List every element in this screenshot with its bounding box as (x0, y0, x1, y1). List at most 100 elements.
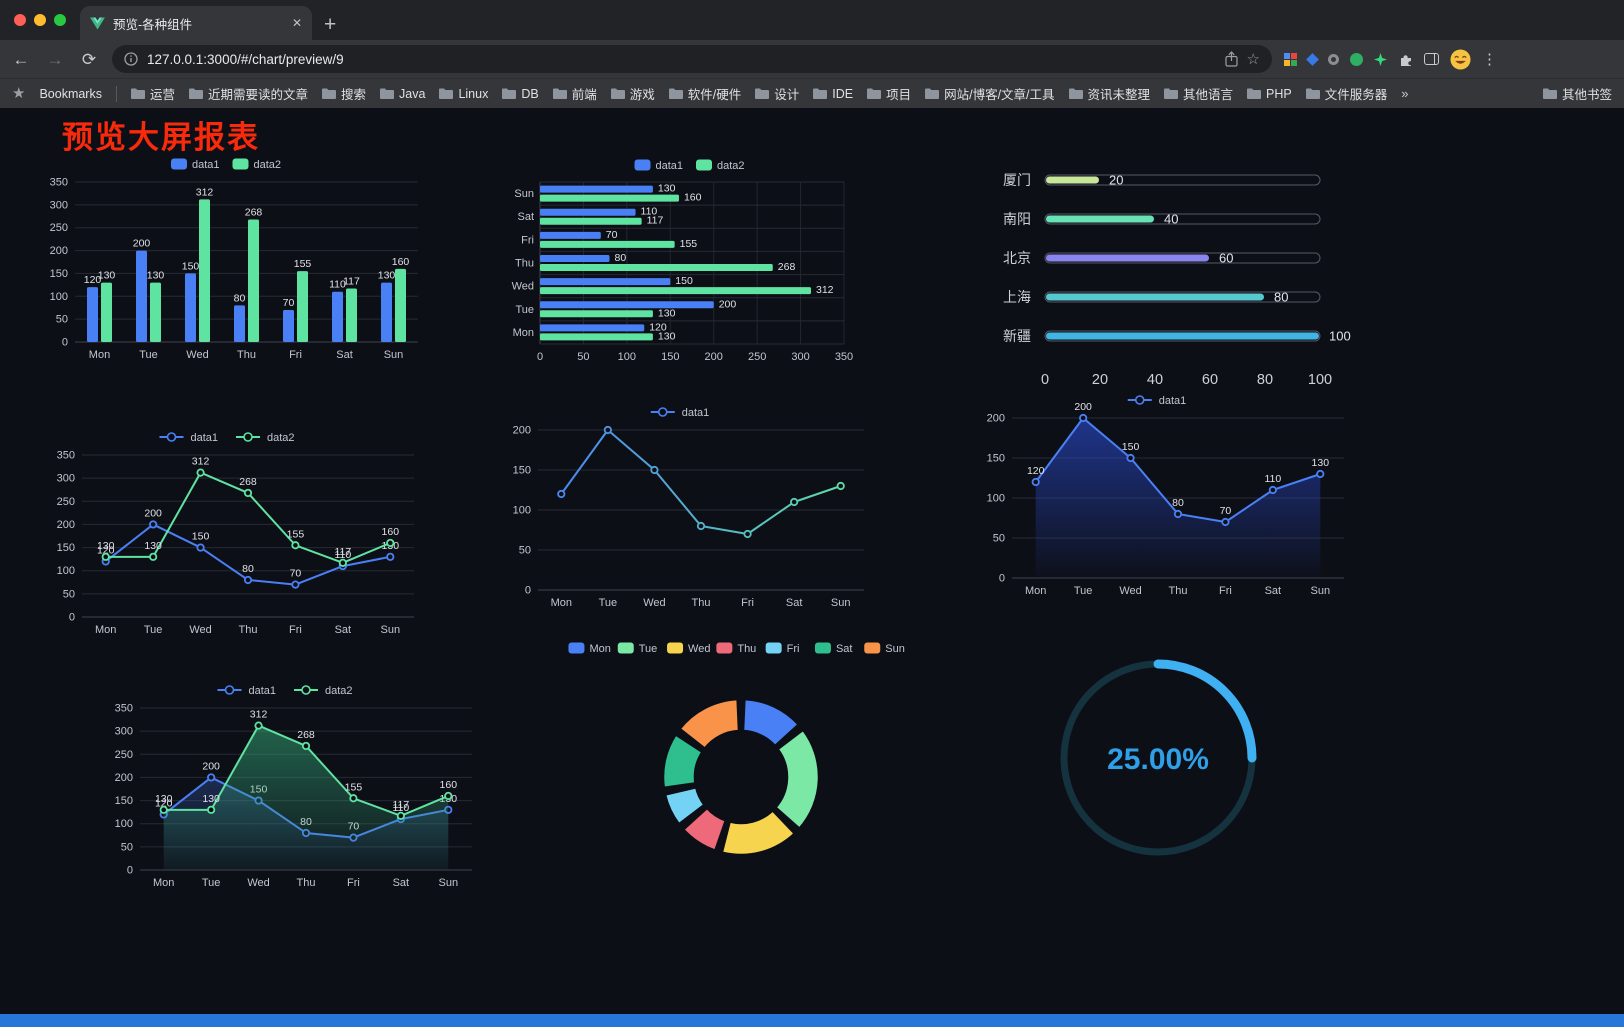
back-button[interactable]: ← (12, 49, 30, 69)
svg-text:80: 80 (242, 563, 254, 575)
city-progress-bar-chart[interactable]: 厦门 20 南阳 40 北京 60 上海 80 新疆 100 0 20 40 60 80 100 (975, 154, 1375, 396)
donut-pie-chart[interactable]: Mon Tue Wed Thu Fri Sat Sun (552, 634, 930, 874)
bookmarks-label[interactable]: Bookmarks (39, 86, 102, 101)
svg-text:Mon: Mon (153, 877, 174, 889)
bookmark-folder[interactable]: 运营 (130, 84, 175, 103)
svg-text:Sun: Sun (514, 188, 534, 200)
svg-text:Wed: Wed (189, 624, 211, 636)
profile-avatar[interactable] (1450, 48, 1471, 70)
bookmark-folder[interactable]: 前端 (552, 84, 597, 103)
svg-text:Wed: Wed (1119, 585, 1141, 597)
bookmark-folder[interactable]: 网站/博客/文章/工具 (925, 84, 1055, 103)
extension-grid-icon[interactable] (1284, 52, 1297, 66)
bookmark-star-icon[interactable]: ☆ (1246, 50, 1260, 68)
bookmark-folder[interactable]: 其他语言 (1164, 84, 1233, 103)
svg-text:Mon: Mon (589, 643, 610, 655)
svg-text:110: 110 (329, 279, 346, 291)
other-bookmarks-button[interactable]: 其他书签 (1542, 84, 1612, 103)
svg-text:Mon: Mon (513, 327, 534, 339)
site-info-icon[interactable] (124, 52, 138, 66)
bookmark-folder[interactable]: 设计 (755, 84, 799, 103)
extension-ring-icon[interactable] (1328, 53, 1339, 65)
bookmark-folder[interactable]: Linux (439, 87, 488, 101)
svg-text:350: 350 (50, 177, 68, 189)
horizontal-bar-chart[interactable]: 0 50 100 150 200 250 300 350 Sun 130 160 Sat 110 117 F… (500, 152, 892, 372)
svg-text:130: 130 (147, 270, 165, 282)
bookmark-folder[interactable]: 资讯未整理 (1068, 84, 1150, 103)
svg-text:Fri: Fri (787, 643, 800, 655)
bookmarks-overflow-chevron[interactable]: » (1401, 86, 1409, 101)
percentage-gauge-chart[interactable]: 25.00% (1038, 646, 1278, 876)
svg-text:Sun: Sun (380, 624, 400, 636)
svg-text:Fri: Fri (289, 349, 302, 361)
extension-star-icon[interactable] (1374, 52, 1387, 66)
stacked-area-line-chart[interactable]: 0 50 100 150 200 250 300 350 Mon Tue Wed Thu Fri Sat S… (100, 676, 488, 898)
bookmark-folder[interactable]: 游戏 (610, 84, 655, 103)
svg-text:200: 200 (202, 760, 220, 772)
bookmark-folder[interactable]: DB (502, 87, 539, 101)
svg-text:Sat: Sat (336, 349, 353, 361)
svg-text:50: 50 (121, 841, 133, 853)
forward-button[interactable]: → (46, 49, 64, 69)
svg-text:300: 300 (791, 351, 809, 363)
svg-text:80: 80 (234, 292, 246, 304)
share-icon[interactable] (1224, 51, 1238, 67)
puzzle-icon[interactable] (1398, 52, 1413, 67)
folder-icon (668, 88, 683, 99)
svg-text:155: 155 (680, 238, 698, 250)
bookmark-folder[interactable]: PHP (1247, 87, 1292, 101)
address-bar[interactable]: 127.0.0.1:3000/#/chart/preview/9 ☆ (112, 45, 1272, 73)
new-tab-button[interactable]: + (324, 13, 337, 36)
bookmark-folder[interactable]: Java (380, 87, 425, 101)
svg-text:80: 80 (1274, 290, 1288, 305)
zoom-window-button[interactable] (54, 14, 66, 26)
svg-text:0: 0 (999, 573, 1005, 585)
svg-text:350: 350 (57, 450, 75, 462)
two-series-line-chart[interactable]: 0 50 100 150 200 250 300 350 Mon Tue Wed Thu Fri Sat S… (42, 423, 430, 645)
svg-text:155: 155 (294, 258, 312, 270)
svg-text:50: 50 (993, 533, 1005, 545)
svg-text:data1: data1 (682, 407, 710, 419)
extension-green-dot-icon[interactable] (1350, 52, 1363, 66)
svg-text:110: 110 (392, 802, 409, 814)
sidebar-toggle-icon[interactable] (1424, 53, 1439, 65)
browser-tab[interactable]: 预览-各种组件 ✕ (80, 6, 312, 40)
svg-text:新疆: 新疆 (1003, 328, 1031, 344)
svg-text:200: 200 (50, 245, 68, 257)
extension-diamond-icon[interactable] (1306, 52, 1319, 66)
bookmark-folder[interactable]: 软件/硬件 (668, 84, 741, 103)
svg-text:160: 160 (392, 256, 410, 268)
reload-button[interactable]: ⟳ (81, 49, 97, 69)
svg-text:150: 150 (192, 531, 210, 543)
bookmark-folder[interactable]: 搜索 (322, 84, 366, 103)
bookmark-folder[interactable]: 文件服务器 (1305, 84, 1387, 103)
svg-text:Wed: Wed (186, 349, 208, 361)
svg-text:150: 150 (661, 351, 679, 363)
tab-close-icon[interactable]: ✕ (291, 16, 302, 30)
svg-text:130: 130 (658, 330, 676, 342)
svg-text:200: 200 (719, 298, 737, 310)
bookmarks-star-icon[interactable]: ★ (12, 85, 26, 102)
svg-text:Mon: Mon (1025, 585, 1046, 597)
svg-text:200: 200 (513, 425, 531, 437)
svg-text:130: 130 (144, 540, 162, 552)
browser-menu-icon[interactable]: ⋮ (1482, 50, 1497, 68)
close-window-button[interactable] (14, 14, 26, 26)
svg-text:117: 117 (647, 215, 664, 227)
svg-text:Tue: Tue (599, 597, 618, 609)
bookmark-folder[interactable]: 近期需要读的文章 (189, 84, 308, 103)
bookmark-folder[interactable]: IDE (813, 87, 853, 101)
svg-text:120: 120 (155, 797, 173, 809)
area-line-chart[interactable]: 0 50 100 150 200 Mon Tue Wed Thu Fri Sat Sun 120 200 1… (972, 386, 1360, 606)
grouped-bar-chart[interactable]: 0 50 100 150 200 250 300 350 Mon Tue Wed Thu Fri Sat S… (35, 150, 430, 370)
chart-canvas: 0 50 100 150 200 250 300 350 Mon Tue Wed Thu Fri Sat S… (50, 158, 418, 361)
svg-text:50: 50 (63, 588, 75, 600)
gradient-line-chart[interactable]: 0 50 100 150 200 Mon Tue Wed Thu Fri Sat Sun data1 (498, 398, 880, 618)
svg-text:data2: data2 (267, 432, 295, 444)
bookmark-folder[interactable]: 项目 (867, 84, 911, 103)
minimize-window-button[interactable] (34, 14, 46, 26)
svg-text:0: 0 (525, 585, 531, 597)
svg-text:250: 250 (57, 496, 75, 508)
chart-canvas: Mon Tue Wed Thu Fri Sat Sun (568, 642, 905, 857)
bookmarks-divider (115, 85, 117, 102)
